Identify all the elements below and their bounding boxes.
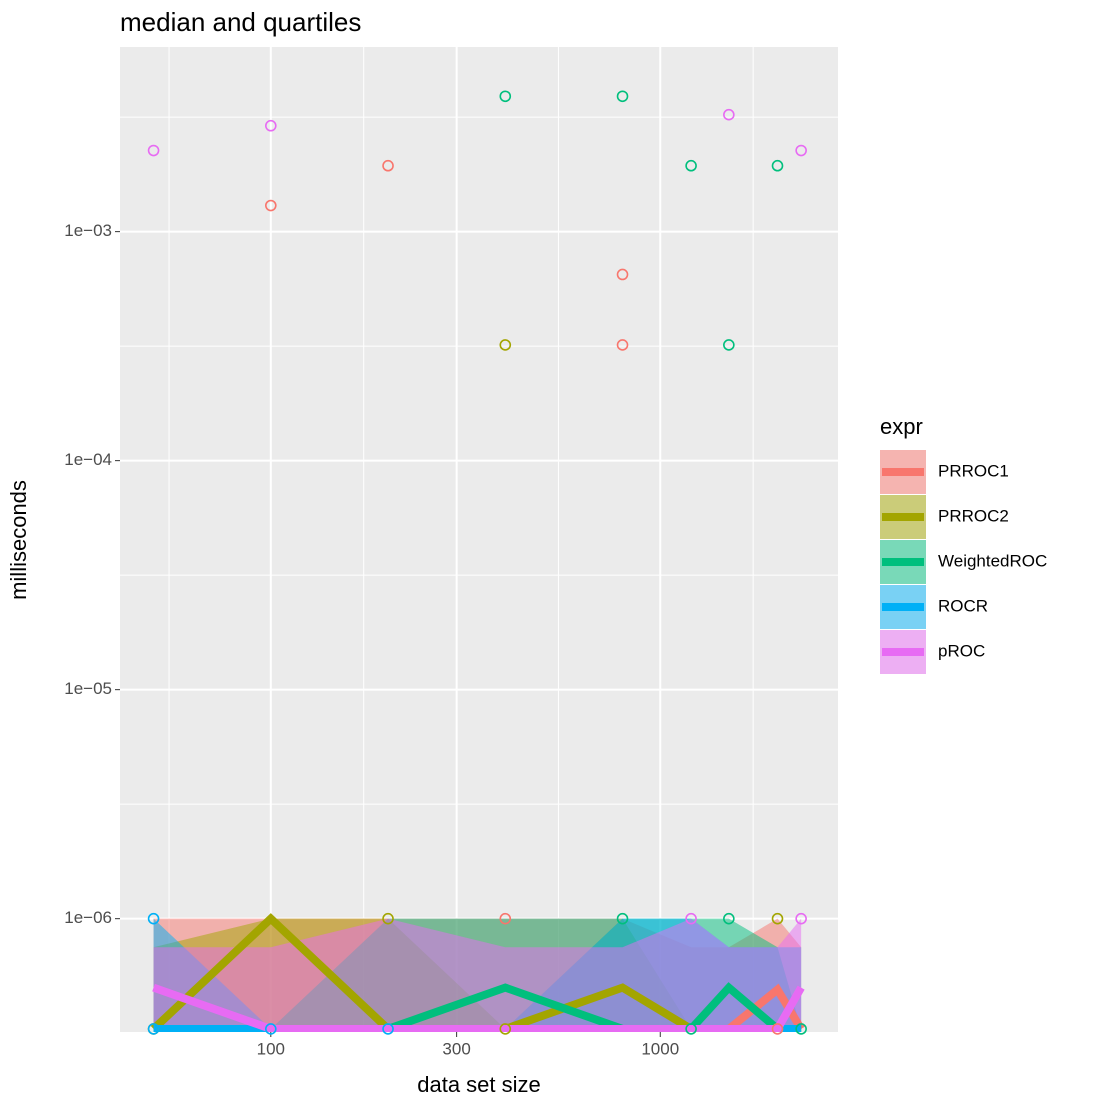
y-axis-label: milliseconds bbox=[6, 480, 31, 600]
outlier-point bbox=[265, 199, 277, 212]
legend-label: PRROC1 bbox=[938, 461, 1009, 480]
legend-title: expr bbox=[880, 414, 923, 439]
legend-label: PRROC2 bbox=[938, 506, 1009, 525]
outlier-point bbox=[499, 912, 512, 925]
outlier-point bbox=[382, 159, 394, 172]
outlier-point bbox=[685, 159, 697, 172]
outlier-point bbox=[499, 90, 512, 103]
outlier-point bbox=[723, 108, 735, 121]
outlier-point bbox=[795, 144, 807, 157]
outlier-point bbox=[382, 912, 394, 925]
panel-background bbox=[120, 47, 838, 1032]
outlier-point bbox=[616, 339, 629, 351]
outlier-point bbox=[685, 912, 697, 925]
y-tick-label: 1e−05 bbox=[64, 679, 112, 698]
legend-label: WeightedROC bbox=[938, 551, 1047, 570]
outlier-point bbox=[795, 912, 807, 925]
outlier-point bbox=[616, 912, 629, 925]
x-axis-label: data set size bbox=[417, 1072, 541, 1097]
legend-label: pROC bbox=[938, 641, 985, 660]
outlier-point bbox=[771, 159, 784, 172]
x-tick-label: 300 bbox=[442, 1039, 470, 1058]
outlier-point bbox=[616, 90, 629, 103]
legend-label: ROCR bbox=[938, 596, 988, 615]
x-tick-label: 1000 bbox=[641, 1039, 679, 1058]
outlier-point bbox=[265, 1023, 277, 1035]
outlier-point bbox=[795, 1023, 807, 1035]
outlier-point bbox=[723, 339, 735, 351]
chart-title: median and quartiles bbox=[120, 7, 361, 37]
plot-area bbox=[150, 913, 805, 1032]
y-tick-label: 1e−06 bbox=[64, 908, 112, 927]
outlier-point bbox=[685, 1023, 697, 1035]
y-tick-label: 1e−04 bbox=[64, 450, 112, 469]
outlier-point bbox=[147, 1023, 160, 1035]
outlier-point bbox=[382, 1023, 394, 1035]
outlier-point bbox=[499, 339, 512, 351]
outlier-point bbox=[265, 119, 277, 132]
median-line bbox=[152, 983, 805, 1032]
outlier-point bbox=[771, 1023, 784, 1035]
outlier-point bbox=[147, 144, 160, 157]
outlier-point bbox=[147, 912, 160, 925]
outlier-point bbox=[723, 912, 735, 925]
x-tick-label: 100 bbox=[257, 1039, 285, 1058]
outlier-point bbox=[771, 912, 784, 925]
outlier-point bbox=[616, 268, 629, 281]
outlier-point bbox=[499, 1023, 512, 1035]
y-tick-label: 1e−03 bbox=[64, 221, 112, 240]
